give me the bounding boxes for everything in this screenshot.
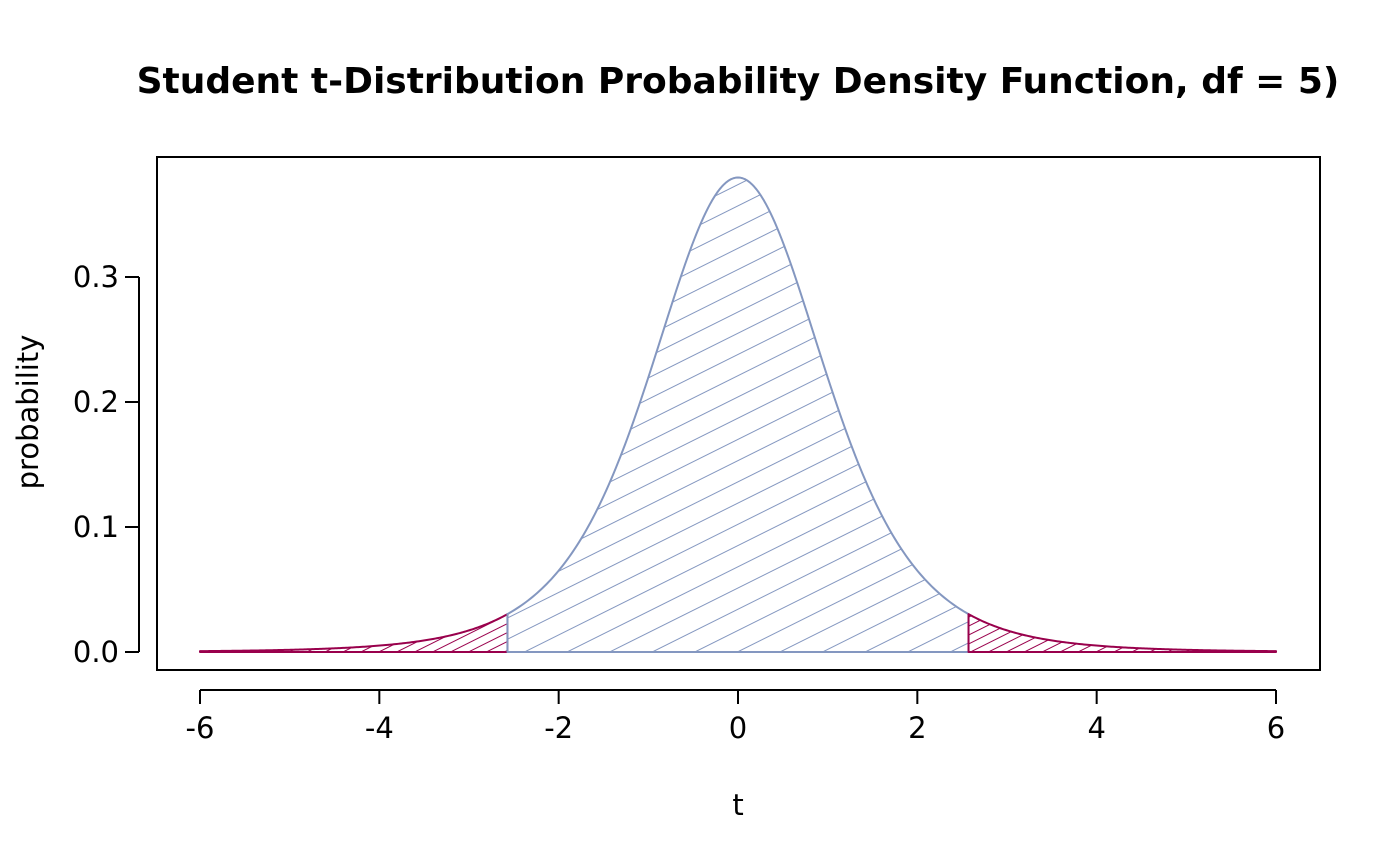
chart-title: Student t-Distribution Probability Densi… (137, 61, 1340, 102)
x-tick-label: 2 (908, 711, 926, 745)
y-axis-title: probability (11, 335, 45, 490)
density-region-2 (506, 176, 970, 653)
density-region-1 (199, 613, 509, 653)
density-region-3 (967, 613, 1277, 653)
x-tick-label: 0 (729, 711, 747, 745)
x-tick-label: -4 (365, 711, 394, 745)
x-axis: -6 -4 -2 0 2 4 6 (186, 689, 1285, 745)
x-tick-label: -6 (186, 711, 215, 745)
x-axis-title: t (732, 788, 743, 822)
y-tick-label: 0.1 (73, 510, 119, 544)
plot-area (199, 176, 1277, 653)
y-tick-label: 0.2 (73, 385, 119, 419)
y-tick-label: 0.0 (73, 635, 119, 669)
y-tick-label: 0.3 (73, 260, 119, 294)
x-tick-label: 4 (1087, 711, 1105, 745)
plot-frame (156, 156, 1321, 671)
x-tick-label: 6 (1267, 711, 1285, 745)
y-axis: 0.0 0.1 0.2 0.3 (73, 260, 140, 669)
x-tick-label: -2 (544, 711, 573, 745)
